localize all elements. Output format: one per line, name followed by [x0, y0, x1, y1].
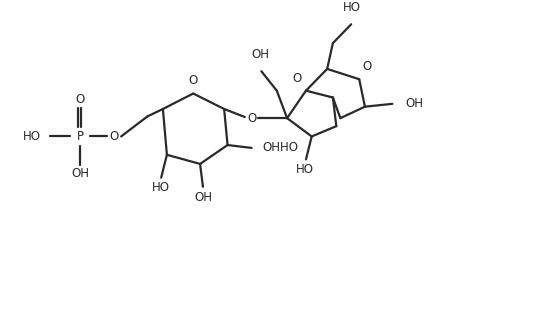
Text: HO: HO — [296, 163, 314, 176]
Text: HO: HO — [343, 1, 361, 14]
Text: OH: OH — [405, 97, 423, 110]
Text: OH: OH — [194, 191, 212, 204]
Text: O: O — [247, 112, 256, 125]
Text: HO: HO — [23, 130, 41, 143]
Text: O: O — [292, 72, 301, 85]
Text: O: O — [75, 93, 85, 106]
Text: O: O — [362, 60, 371, 74]
Text: O: O — [189, 74, 198, 87]
Text: P: P — [76, 130, 83, 143]
Text: O: O — [110, 130, 119, 143]
Text: OHHO: OHHO — [262, 141, 298, 154]
Text: HO: HO — [152, 181, 170, 195]
Text: OH: OH — [251, 48, 269, 61]
Text: OH: OH — [71, 167, 89, 179]
